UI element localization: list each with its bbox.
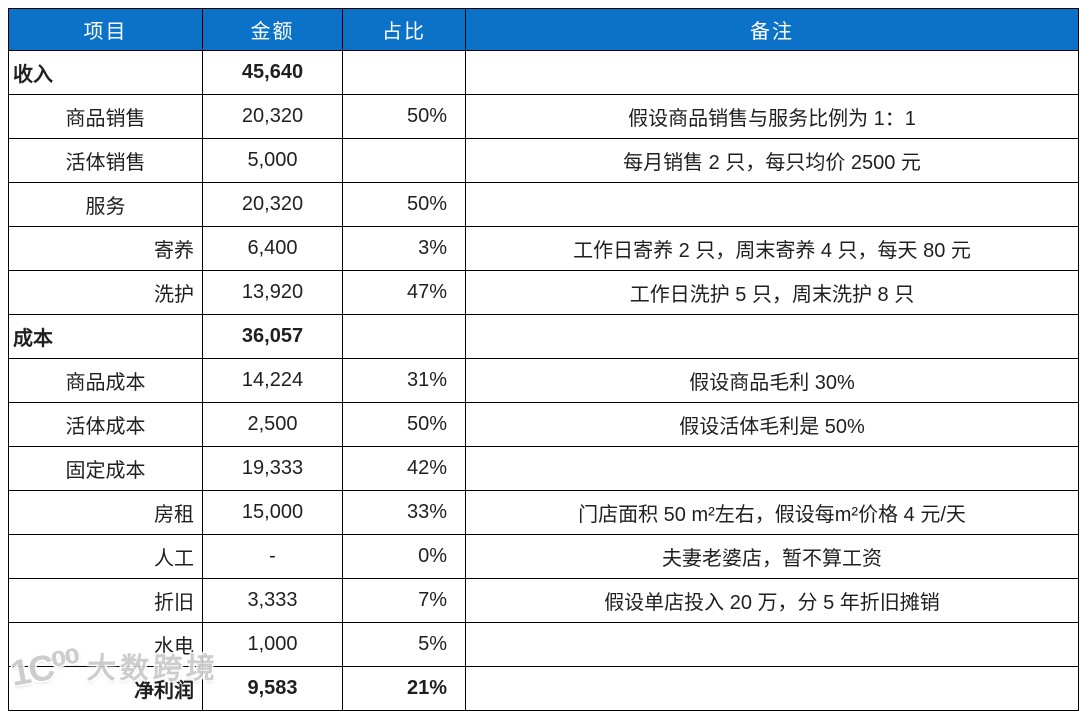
column-header-ratio: 占比 xyxy=(342,8,466,51)
income-note-cell xyxy=(465,50,1079,95)
net-profit-item-cell: 净利润 xyxy=(8,666,203,711)
table-row-depreciation: 折旧 3,333 7% 假设单店投入 20 万，分 5 年折旧摊销 xyxy=(8,578,1079,623)
fixed-cost-amount-cell: 19,333 xyxy=(202,446,343,491)
boarding-amount-cell: 6,400 xyxy=(202,226,343,271)
live-cost-item-cell: 活体成本 xyxy=(8,402,203,447)
live-sales-amount-cell: 5,000 xyxy=(202,138,343,183)
net-profit-pct-cell: 21% xyxy=(342,666,466,711)
product-cost-pct-cell: 31% xyxy=(342,358,466,403)
table-row-live-sales: 活体销售 5,000 每月销售 2 只，每只均价 2500 元 xyxy=(8,138,1079,183)
product-cost-note-cell: 假设商品毛利 30% xyxy=(465,358,1079,403)
services-item-cell: 服务 xyxy=(8,182,203,227)
depreciation-pct-cell: 7% xyxy=(342,578,466,623)
grooming-item-cell: 洗护 xyxy=(8,270,203,315)
product-sales-pct-cell: 50% xyxy=(342,94,466,139)
table-row-product-sales: 商品销售 20,320 50% 假设商品销售与服务比例为 1：1 xyxy=(8,94,1079,139)
depreciation-note-cell: 假设单店投入 20 万，分 5 年折旧摊销 xyxy=(465,578,1079,623)
utilities-note-cell xyxy=(465,622,1079,667)
column-header-note: 备注 xyxy=(465,8,1079,51)
product-sales-amount-cell: 20,320 xyxy=(202,94,343,139)
table-row-labor: 人工 - 0% 夫妻老婆店，暂不算工资 xyxy=(8,534,1079,579)
income-amount-cell: 45,640 xyxy=(202,50,343,95)
net-profit-note-cell xyxy=(465,666,1079,711)
boarding-item-cell: 寄养 xyxy=(8,226,203,271)
net-profit-amount-cell: 9,583 xyxy=(202,666,343,711)
table-row-income: 收入 45,640 xyxy=(8,50,1079,95)
table-row-fixed-cost: 固定成本 19,333 42% xyxy=(8,446,1079,491)
fixed-cost-note-cell xyxy=(465,446,1079,491)
table-row-net-profit: 净利润 9,583 21% xyxy=(8,666,1079,711)
income-pct-cell xyxy=(342,50,466,95)
depreciation-amount-cell: 3,333 xyxy=(202,578,343,623)
labor-item-cell: 人工 xyxy=(8,534,203,579)
table-row-cost: 成本 36,057 xyxy=(8,314,1079,359)
product-cost-item-cell: 商品成本 xyxy=(8,358,203,403)
product-sales-item-cell: 商品销售 xyxy=(8,94,203,139)
grooming-note-cell: 工作日洗护 5 只，周末洗护 8 只 xyxy=(465,270,1079,315)
table-row-rent: 房租 15,000 33% 门店面积 50 m²左右，假设每m²价格 4 元/天 xyxy=(8,490,1079,535)
grooming-pct-cell: 47% xyxy=(342,270,466,315)
fixed-cost-pct-cell: 42% xyxy=(342,446,466,491)
table-row-boarding: 寄养 6,400 3% 工作日寄养 2 只，周末寄养 4 只，每天 80 元 xyxy=(8,226,1079,271)
cost-note-cell xyxy=(465,314,1079,359)
utilities-amount-cell: 1,000 xyxy=(202,622,343,667)
table-row-utilities: 水电 1,000 5% xyxy=(8,622,1079,667)
services-note-cell xyxy=(465,182,1079,227)
grooming-amount-cell: 13,920 xyxy=(202,270,343,315)
live-cost-note-cell: 假设活体毛利是 50% xyxy=(465,402,1079,447)
fixed-cost-item-cell: 固定成本 xyxy=(8,446,203,491)
header-row: 项目 金额 占比 备注 xyxy=(8,8,1079,51)
financial-table: 项目 金额 占比 备注 收入 45,640 商品销售 20,320 50% 假设… xyxy=(8,8,1079,711)
table-row-services: 服务 20,320 50% xyxy=(8,182,1079,227)
depreciation-item-cell: 折旧 xyxy=(8,578,203,623)
rent-pct-cell: 33% xyxy=(342,490,466,535)
cost-pct-cell xyxy=(342,314,466,359)
column-header-item: 项目 xyxy=(8,8,203,51)
live-cost-amount-cell: 2,500 xyxy=(202,402,343,447)
table-row-live-cost: 活体成本 2,500 50% 假设活体毛利是 50% xyxy=(8,402,1079,447)
services-amount-cell: 20,320 xyxy=(202,182,343,227)
services-pct-cell: 50% xyxy=(342,182,466,227)
boarding-pct-cell: 3% xyxy=(342,226,466,271)
utilities-item-cell: 水电 xyxy=(8,622,203,667)
rent-amount-cell: 15,000 xyxy=(202,490,343,535)
boarding-note-cell: 工作日寄养 2 只，周末寄养 4 只，每天 80 元 xyxy=(465,226,1079,271)
live-sales-note-cell: 每月销售 2 只，每只均价 2500 元 xyxy=(465,138,1079,183)
product-cost-amount-cell: 14,224 xyxy=(202,358,343,403)
utilities-pct-cell: 5% xyxy=(342,622,466,667)
labor-pct-cell: 0% xyxy=(342,534,466,579)
table-row-grooming: 洗护 13,920 47% 工作日洗护 5 只，周末洗护 8 只 xyxy=(8,270,1079,315)
column-header-amount: 金额 xyxy=(202,8,343,51)
live-sales-item-cell: 活体销售 xyxy=(8,138,203,183)
cost-item-cell: 成本 xyxy=(8,314,203,359)
table-row-product-cost: 商品成本 14,224 31% 假设商品毛利 30% xyxy=(8,358,1079,403)
cost-amount-cell: 36,057 xyxy=(202,314,343,359)
live-sales-pct-cell xyxy=(342,138,466,183)
rent-item-cell: 房租 xyxy=(8,490,203,535)
product-sales-note-cell: 假设商品销售与服务比例为 1：1 xyxy=(465,94,1079,139)
rent-note-cell: 门店面积 50 m²左右，假设每m²价格 4 元/天 xyxy=(465,490,1079,535)
income-item-cell: 收入 xyxy=(8,50,203,95)
labor-amount-cell: - xyxy=(202,534,343,579)
labor-note-cell: 夫妻老婆店，暂不算工资 xyxy=(465,534,1079,579)
live-cost-pct-cell: 50% xyxy=(342,402,466,447)
